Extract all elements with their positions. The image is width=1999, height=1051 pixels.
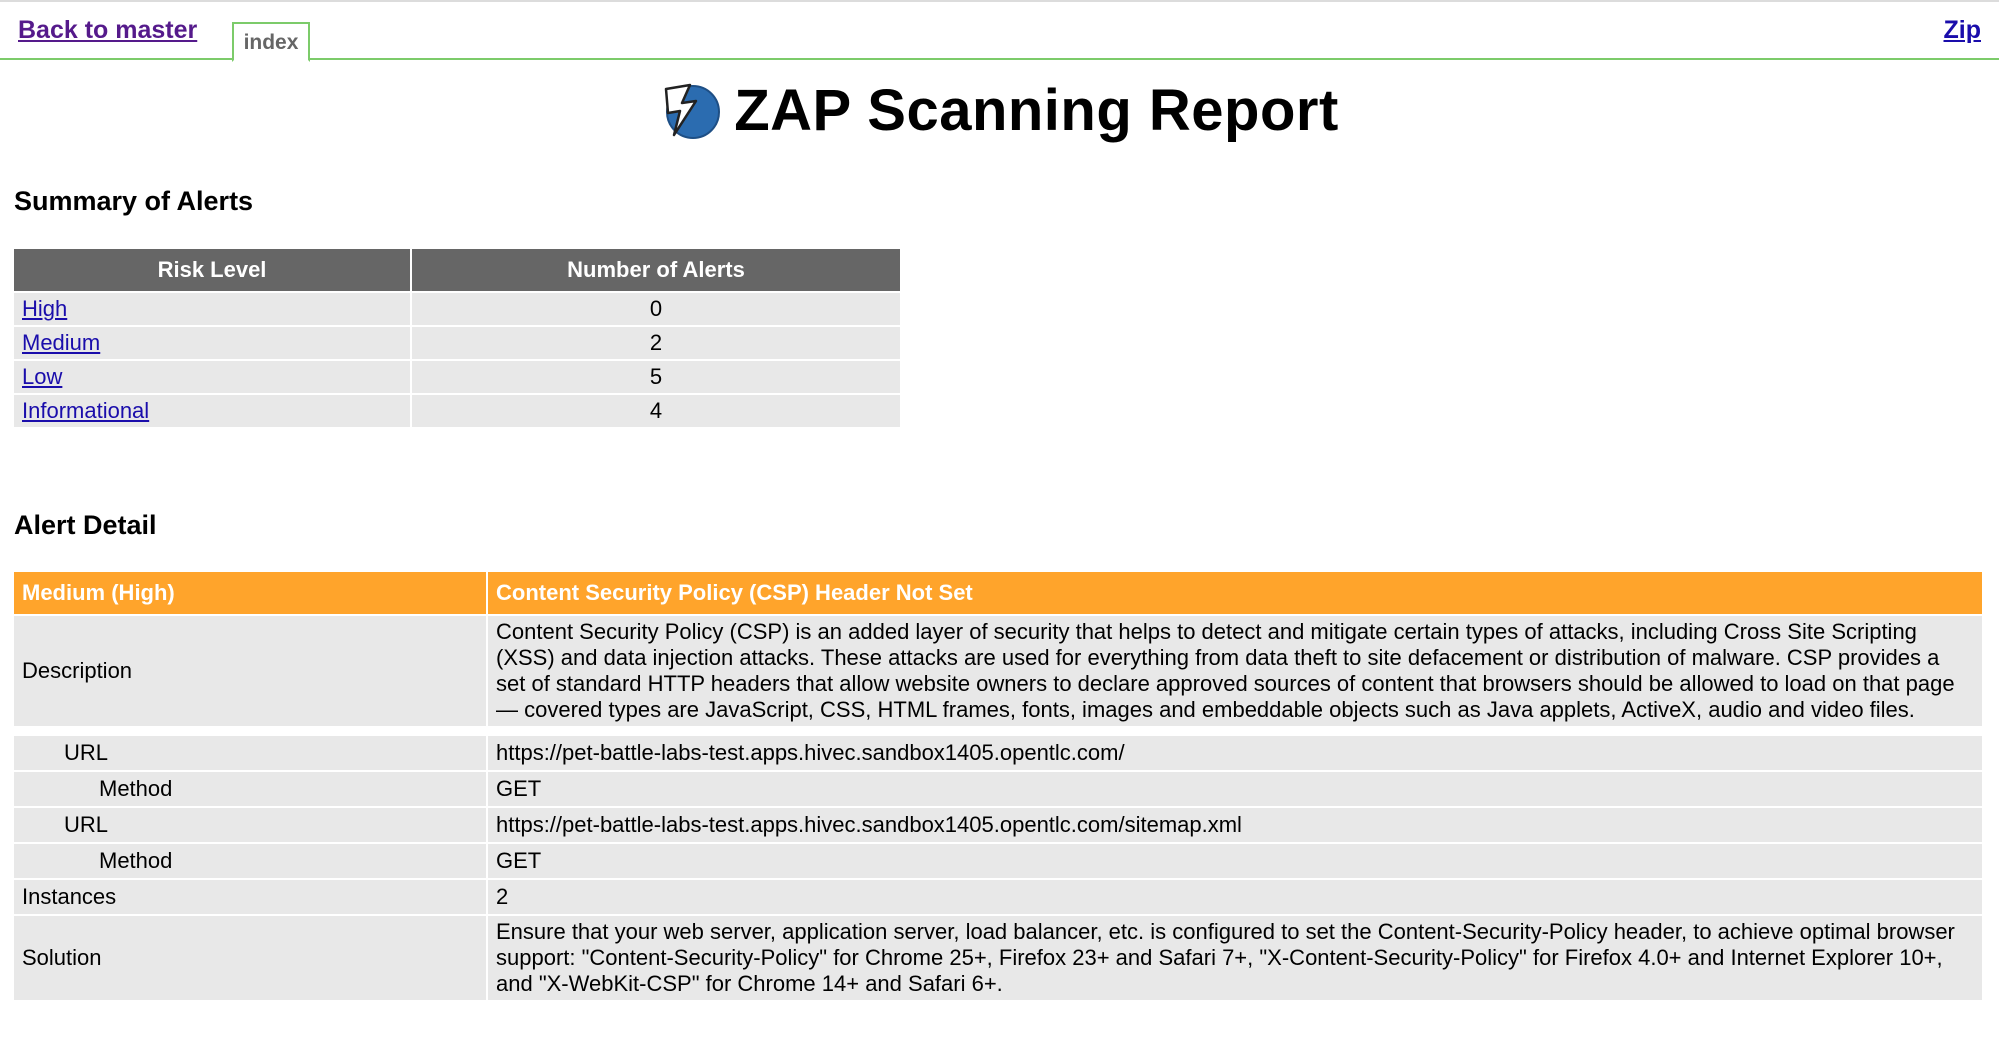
risk-link-high[interactable]: High: [22, 296, 68, 321]
instance-url: https://pet-battle-labs-test.apps.hivec.…: [488, 808, 1982, 842]
table-row: High 0: [14, 293, 900, 325]
risk-link-medium[interactable]: Medium: [22, 330, 101, 355]
zap-lightning-logo-icon: [664, 83, 721, 139]
summary-heading: Summary of Alerts: [14, 186, 254, 216]
instance-method: GET: [488, 844, 1982, 878]
alert-count: 5: [412, 361, 900, 393]
method-label: Method: [14, 844, 486, 878]
row-spacer: [14, 728, 1982, 734]
page-title: ZAP Scanning Report: [734, 77, 1339, 143]
instance-url-row: URL https://pet-battle-labs-test.apps.hi…: [14, 808, 1982, 842]
tab-index[interactable]: index: [232, 22, 310, 62]
instance-url: https://pet-battle-labs-test.apps.hivec.…: [488, 736, 1982, 770]
alert-count: 0: [412, 293, 900, 325]
solution-text: Ensure that your web server, application…: [488, 916, 1982, 1000]
instance-method: GET: [488, 772, 1982, 806]
description-label: Description: [14, 616, 486, 726]
alert-risk-label: Medium (High): [14, 572, 486, 614]
zip-link[interactable]: Zip: [1943, 16, 1982, 44]
alert-detail-table: Medium (High) Content Security Policy (C…: [12, 570, 1984, 1002]
instance-method-row: Method GET: [14, 772, 1982, 806]
risk-link-informational[interactable]: Informational: [22, 398, 150, 423]
table-row: Low 5: [14, 361, 900, 393]
top-navigation-bar: Back to master index Zip: [0, 0, 1999, 62]
column-header-risk-level: Risk Level: [14, 249, 410, 291]
url-label: URL: [14, 736, 486, 770]
risk-link-low[interactable]: Low: [22, 364, 63, 389]
alert-count: 4: [412, 395, 900, 427]
summary-table: Risk Level Number of Alerts High 0 Mediu…: [12, 247, 902, 429]
instances-count: 2: [488, 880, 1982, 914]
solution-label: Solution: [14, 916, 486, 1000]
method-label: Method: [14, 772, 486, 806]
column-header-number-of-alerts: Number of Alerts: [412, 249, 900, 291]
solution-row: Solution Ensure that your web server, ap…: [14, 916, 1982, 1000]
table-row: Informational 4: [14, 395, 900, 427]
alert-name: Content Security Policy (CSP) Header Not…: [488, 572, 1982, 614]
report-header: ZAP Scanning Report: [0, 70, 1999, 150]
instance-method-row: Method GET: [14, 844, 1982, 878]
url-label: URL: [14, 808, 486, 842]
back-to-master-link[interactable]: Back to master: [18, 16, 198, 44]
alert-detail-heading: Alert Detail: [14, 510, 157, 540]
alert-count: 2: [412, 327, 900, 359]
description-text: Content Security Policy (CSP) is an adde…: [488, 616, 1982, 726]
instance-url-row: URL https://pet-battle-labs-test.apps.hi…: [14, 736, 1982, 770]
instances-row: Instances 2: [14, 880, 1982, 914]
table-row: Medium 2: [14, 327, 900, 359]
instances-label: Instances: [14, 880, 486, 914]
description-row: Description Content Security Policy (CSP…: [14, 616, 1982, 726]
